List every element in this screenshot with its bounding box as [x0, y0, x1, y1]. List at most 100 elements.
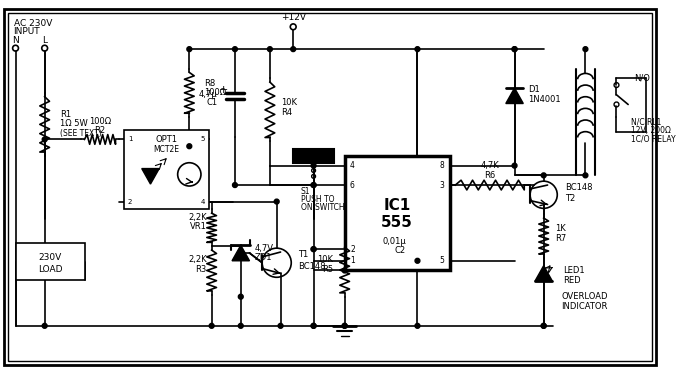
Text: R7: R7 [556, 234, 566, 243]
Text: PUSH TO: PUSH TO [301, 195, 335, 204]
Text: 4,7V: 4,7V [254, 244, 273, 253]
Circle shape [541, 324, 546, 328]
Circle shape [209, 324, 214, 328]
Text: +: + [218, 85, 228, 95]
Text: LED1: LED1 [563, 266, 585, 275]
Circle shape [311, 324, 316, 328]
Circle shape [512, 163, 517, 168]
Text: 100Ω: 100Ω [89, 117, 111, 126]
Text: T1: T1 [298, 251, 308, 260]
Text: INPUT: INPUT [14, 27, 40, 36]
Text: 10K: 10K [317, 255, 333, 264]
Text: 4,7µ: 4,7µ [199, 90, 218, 99]
Text: T2: T2 [565, 194, 575, 203]
Text: 1: 1 [350, 256, 355, 265]
Text: 2: 2 [350, 245, 355, 254]
Bar [293, 149, 334, 163]
Text: 2: 2 [128, 199, 133, 205]
Text: ON SWITCH: ON SWITCH [301, 203, 345, 212]
Text: 2,2K: 2,2K [188, 212, 207, 222]
Text: R8: R8 [204, 79, 215, 88]
Circle shape [512, 47, 517, 52]
Circle shape [583, 173, 588, 178]
Text: INDICATOR: INDICATOR [561, 302, 607, 311]
Text: OPT1: OPT1 [156, 135, 177, 144]
Circle shape [311, 324, 316, 328]
Text: 1C/O RELAY: 1C/O RELAY [631, 135, 676, 144]
Text: RESET: RESET [300, 151, 327, 160]
Text: +12V: +12V [281, 13, 306, 22]
Text: BC148: BC148 [298, 262, 326, 271]
Text: L: L [42, 36, 47, 45]
Circle shape [512, 47, 517, 52]
Circle shape [267, 47, 272, 52]
Circle shape [311, 183, 316, 187]
Text: 1K: 1K [556, 224, 566, 233]
Text: S1: S1 [301, 187, 311, 196]
Circle shape [311, 163, 316, 168]
Text: N: N [12, 36, 19, 45]
Circle shape [415, 324, 420, 328]
Text: 555: 555 [381, 215, 413, 230]
Text: 6: 6 [350, 181, 355, 190]
Text: ZD1: ZD1 [254, 253, 272, 263]
Text: R1: R1 [61, 110, 71, 119]
Text: 12V, 200Ω: 12V, 200Ω [631, 126, 671, 135]
Text: (SEE TEXT): (SEE TEXT) [61, 129, 102, 138]
Text: 1: 1 [128, 137, 133, 142]
Polygon shape [506, 88, 524, 104]
Text: 230V: 230V [39, 253, 62, 263]
Text: 4: 4 [201, 199, 205, 205]
Text: LOAD: LOAD [38, 265, 63, 274]
Text: VR1: VR1 [190, 222, 207, 231]
Text: 1Ω 5W: 1Ω 5W [61, 119, 88, 128]
Circle shape [311, 247, 316, 252]
Polygon shape [232, 245, 250, 261]
Text: C2: C2 [394, 246, 406, 255]
Circle shape [415, 258, 420, 263]
Circle shape [342, 324, 347, 328]
Circle shape [415, 47, 420, 52]
Text: 100Ω: 100Ω [204, 88, 226, 97]
Text: 1N4001: 1N4001 [528, 95, 561, 104]
Text: RED: RED [563, 276, 581, 285]
Circle shape [274, 199, 279, 204]
Circle shape [342, 324, 347, 328]
Circle shape [541, 324, 546, 328]
Circle shape [583, 47, 588, 52]
Text: 0,01µ: 0,01µ [382, 237, 406, 246]
Text: R2: R2 [95, 126, 105, 135]
Circle shape [541, 173, 546, 178]
Text: R3: R3 [196, 265, 207, 274]
Circle shape [187, 47, 192, 52]
Text: 5: 5 [439, 256, 444, 265]
Text: 3: 3 [439, 181, 444, 190]
Bar [16, 243, 86, 280]
Text: AC 230V: AC 230V [14, 19, 52, 28]
Circle shape [233, 47, 237, 52]
Text: 4: 4 [350, 161, 355, 170]
Bar [124, 130, 209, 209]
Circle shape [187, 144, 192, 148]
Text: N/C RL1: N/C RL1 [631, 117, 662, 126]
Polygon shape [535, 266, 552, 281]
Circle shape [278, 324, 283, 328]
Circle shape [239, 324, 243, 328]
Text: R4: R4 [282, 108, 292, 117]
Text: MCT2E: MCT2E [154, 145, 180, 154]
Text: 2,2K: 2,2K [188, 255, 207, 264]
Circle shape [291, 47, 296, 52]
Circle shape [42, 324, 47, 328]
Text: N/O: N/O [634, 74, 650, 83]
Text: R6: R6 [484, 171, 496, 180]
Text: BC148: BC148 [565, 183, 592, 191]
Circle shape [239, 294, 243, 299]
Text: R5: R5 [322, 265, 333, 274]
Text: IC1: IC1 [384, 198, 411, 213]
Text: 10K: 10K [282, 98, 298, 107]
Polygon shape [141, 169, 159, 184]
Text: 8: 8 [439, 161, 444, 170]
Circle shape [233, 183, 237, 187]
Text: C1: C1 [206, 98, 218, 107]
Circle shape [311, 183, 316, 187]
